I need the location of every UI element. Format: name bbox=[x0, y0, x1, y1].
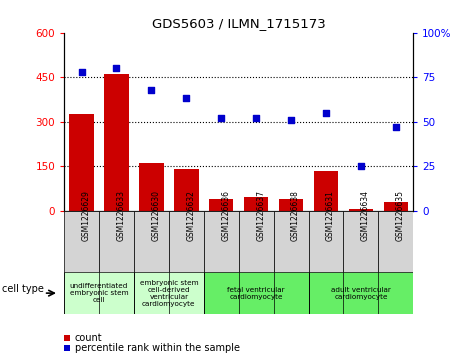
Bar bbox=[134, 272, 204, 314]
Bar bbox=[349, 209, 373, 211]
Bar bbox=[64, 211, 99, 272]
Bar bbox=[274, 211, 309, 272]
Bar bbox=[169, 211, 204, 272]
Text: embryonic stem
cell-derived
ventricular
cardiomyocyte: embryonic stem cell-derived ventricular … bbox=[140, 280, 198, 307]
Bar bbox=[309, 211, 343, 272]
Point bbox=[148, 87, 155, 93]
Point bbox=[252, 115, 260, 121]
Bar bbox=[379, 211, 413, 272]
Text: adult ventricular
cardiomyocyte: adult ventricular cardiomyocyte bbox=[331, 287, 391, 299]
Bar bbox=[64, 272, 134, 314]
Point bbox=[322, 110, 330, 115]
Text: GSM1226629: GSM1226629 bbox=[82, 190, 91, 241]
Bar bbox=[204, 211, 238, 272]
Text: GSM1226633: GSM1226633 bbox=[116, 190, 125, 241]
Bar bbox=[139, 163, 163, 211]
Text: GSM1226630: GSM1226630 bbox=[152, 190, 161, 241]
Bar bbox=[384, 202, 408, 211]
Bar bbox=[204, 272, 309, 314]
Bar bbox=[314, 171, 338, 211]
Text: GSM1226631: GSM1226631 bbox=[326, 190, 335, 241]
Text: percentile rank within the sample: percentile rank within the sample bbox=[75, 343, 239, 353]
Text: GSM1226634: GSM1226634 bbox=[361, 190, 370, 241]
Text: cell type: cell type bbox=[2, 285, 44, 294]
Point bbox=[392, 124, 399, 130]
Text: fetal ventricular
cardiomyocyte: fetal ventricular cardiomyocyte bbox=[228, 287, 285, 299]
Text: GSM1226635: GSM1226635 bbox=[396, 190, 405, 241]
Text: GSM1226636: GSM1226636 bbox=[221, 190, 230, 241]
Bar bbox=[238, 211, 274, 272]
Text: GSM1226632: GSM1226632 bbox=[186, 190, 195, 241]
Point bbox=[182, 95, 190, 101]
Text: GSM1226638: GSM1226638 bbox=[291, 190, 300, 241]
Point bbox=[113, 65, 120, 71]
Title: GDS5603 / ILMN_1715173: GDS5603 / ILMN_1715173 bbox=[152, 17, 325, 30]
Point bbox=[357, 163, 365, 169]
Bar bbox=[99, 211, 134, 272]
Point bbox=[287, 117, 295, 123]
Text: GSM1226637: GSM1226637 bbox=[256, 190, 265, 241]
Text: count: count bbox=[75, 333, 102, 343]
Bar bbox=[174, 169, 199, 211]
Point bbox=[78, 69, 86, 75]
Bar bbox=[69, 114, 94, 211]
Text: undifferentiated
embryonic stem
cell: undifferentiated embryonic stem cell bbox=[70, 283, 128, 303]
Bar bbox=[343, 211, 379, 272]
Point bbox=[218, 115, 225, 121]
Bar bbox=[309, 272, 413, 314]
Bar bbox=[209, 199, 233, 211]
Bar bbox=[244, 197, 268, 211]
Bar bbox=[279, 199, 303, 211]
Bar bbox=[134, 211, 169, 272]
Bar bbox=[104, 74, 129, 211]
